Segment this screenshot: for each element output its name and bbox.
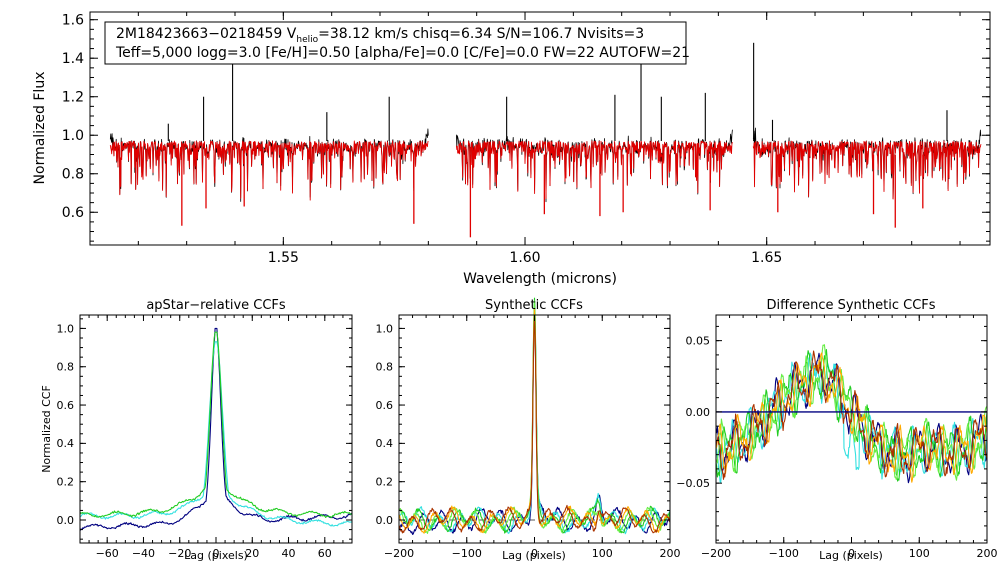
diff-ccf-ticks: −200 −100 0 100 200 −0.05 0.00 0.05 [676,315,998,560]
synthetic-ccf-x-axis-label: Lag (pixels) [502,549,566,562]
y-tick-label: 1.4 [62,51,84,67]
y-tick-label: 1.0 [57,322,75,335]
diff-ccf-title: Difference Synthetic CCFs [766,298,935,313]
y-tick-label: −0.05 [676,477,710,490]
y-tick-label: 0.05 [686,335,711,348]
difference-ccf-series-line [715,348,988,482]
ccf-series-line [79,341,353,527]
info-line1-prefix: 2M18423663−0218459 V [116,26,297,42]
y-tick-label: 1.6 [62,13,84,29]
spectrum-info-line1: 2M18423663−0218459 Vhelio=38.12 km/s chi… [116,26,644,45]
synthetic-ccf-panel: −200 −100 0 100 200 0.0 0.2 0.4 0.6 0.8 1.0 Synthe… [376,297,681,562]
spectrum-x-axis-label: Wavelength (microns) [463,271,617,287]
y-tick-label: 1.0 [376,322,394,335]
synthetic-ccf-series-line [398,309,671,535]
x-tick-label: −100 [769,547,799,560]
spectrum-plot-frame [89,11,991,246]
difference-ccf-series-line [715,352,988,483]
apstar-ccf-y-axis-label: Normalized CCF [40,385,53,473]
y-tick-label: 0.4 [376,437,394,450]
x-tick-label: 100 [592,547,613,560]
synthetic-ccf-series-line [398,297,671,534]
spectrum-y-axis-label: Normalized Flux [32,72,48,185]
x-tick-label: 0 [848,547,855,560]
synthetic-ccf-ticks: −200 −100 0 100 200 0.0 0.2 0.4 0.6 0.8 1.0 [376,315,681,560]
ccf-series-line [79,331,353,519]
x-tick-label: −200 [384,547,414,560]
x-tick-label: 200 [977,547,998,560]
x-tick-label: −20 [168,547,191,560]
diff-ccf-series-layer [715,344,988,484]
apstar-ccf-plot-frame [79,314,353,544]
x-tick-label: 200 [660,547,681,560]
y-tick-label: 0.6 [57,399,75,412]
apstar-ccf-series-layer [79,327,353,531]
x-tick-label: −40 [132,547,155,560]
x-tick-label: 1.65 [751,250,782,266]
y-tick-label: 0.2 [376,476,394,489]
y-tick-label: 0.4 [57,437,75,450]
x-tick-label: 1.60 [509,250,540,266]
y-tick-label: 0.8 [62,167,84,183]
y-tick-label: 0.6 [62,205,84,221]
x-tick-label: −200 [701,547,731,560]
difference-ccf-series-line [715,350,988,480]
difference-ccf-series-line [715,352,988,484]
y-tick-label: 0.8 [57,361,75,374]
model-spectrum-line [752,140,982,200]
apstar-ccf-panel: −60 −40 −20 0 20 40 60 0.0 0.2 0.4 0.6 0.8 1.0 apSta… [40,298,353,562]
observed-spectrum-line [109,128,429,202]
info-line1-subscript: helio [296,35,318,45]
apstar-ccf-x-axis-label: Lag (pixels) [184,549,248,562]
x-tick-label: −60 [96,547,119,560]
model-spectrum-line [109,140,429,201]
x-tick-label: 0 [213,547,220,560]
synthetic-ccf-series-line [398,309,671,534]
spectrum-panel: 1.55 1.60 1.65 0.6 0.8 1.0 1.2 1.4 1.6 2M1842366… [32,11,991,287]
y-tick-label: 1.0 [62,128,84,144]
y-tick-label: 0.00 [686,406,711,419]
spectrum-info-box [104,21,687,65]
difference-ccf-series-line [715,352,988,484]
ccf-series-line [79,327,353,531]
info-line1-suffix: =38.12 km/s chisq=6.34 S/N=106.7 Nvisits… [318,26,644,42]
diff-ccf-x-axis-label: Lag (pixels) [819,549,883,562]
apstar-ccf-ticks: −60 −40 −20 0 20 40 60 0.0 0.2 0.4 0.6 0.8 1.0 [57,315,353,560]
spectrum-info-line2: Teff=5,000 logg=3.0 [Fe/H]=0.50 [alpha/F… [115,45,690,61]
apstar-ccf-title: apStar−relative CCFs [146,298,286,313]
synthetic-ccf-title: Synthetic CCFs [485,298,583,313]
x-tick-label: 0 [531,547,538,560]
y-tick-label: 0.6 [376,399,394,412]
spectrum-ticks: 1.55 1.60 1.65 0.6 0.8 1.0 1.2 1.4 1.6 [62,12,990,266]
absorption-line-layer [181,154,924,238]
diff-ccf-panel: −200 −100 0 100 200 −0.05 0.00 0.05 Difference … [676,298,997,562]
x-tick-label: 20 [245,547,259,560]
x-tick-label: 40 [282,547,296,560]
y-tick-label: 0.0 [376,514,394,527]
x-tick-label: 1.55 [268,250,299,266]
synthetic-ccf-series-line [398,315,671,534]
x-tick-label: 60 [318,547,332,560]
x-tick-label: −100 [452,547,482,560]
x-tick-label: 100 [909,547,930,560]
y-tick-label: 0.0 [57,514,75,527]
synthetic-ccf-series-line [398,300,671,534]
emission-spike-layer [167,42,948,142]
y-tick-label: 0.8 [376,361,394,374]
synthetic-ccf-series-layer [398,297,671,535]
synthetic-ccf-series-line [398,300,671,535]
y-tick-label: 0.2 [57,476,75,489]
spectrum-series-layer [109,127,982,203]
y-tick-label: 1.2 [62,90,84,106]
model-spectrum-line [455,140,733,199]
